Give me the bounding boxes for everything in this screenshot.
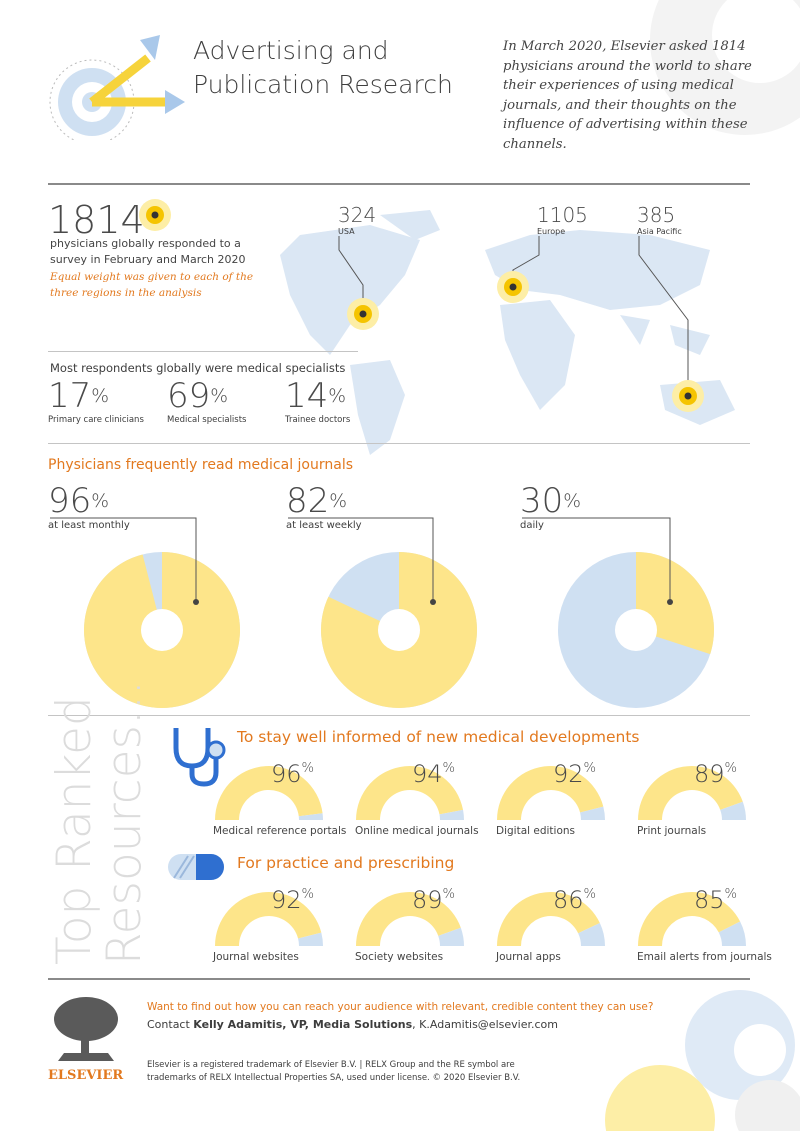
donut-leader-dot xyxy=(667,599,673,605)
region-count: 1105 xyxy=(537,203,588,227)
elsevier-wordmark: ELSEVIER xyxy=(48,1068,124,1083)
donut-leader-dot xyxy=(193,599,199,605)
gauge-value-arc-4 xyxy=(638,891,741,946)
region-name: Asia Pacific xyxy=(637,227,682,236)
gauge-value: 85% xyxy=(694,886,738,914)
donut-hole xyxy=(378,609,420,651)
divider xyxy=(48,715,750,716)
respondent-label: Medical specialists xyxy=(167,415,247,425)
gauge-remainder-arc-4 xyxy=(718,921,746,946)
gauge-label: Journal apps xyxy=(496,951,561,963)
survey-description: physicians globally responded to a surve… xyxy=(50,237,246,266)
gauge-label: Print journals xyxy=(637,825,707,837)
gauge-remainder-arc-1 xyxy=(298,813,323,820)
gauge-value-arc-3 xyxy=(497,766,604,820)
gauge-value-arc-4 xyxy=(638,766,743,820)
divider xyxy=(48,443,750,444)
divider xyxy=(48,978,750,980)
gauge-label: Email alerts from journals xyxy=(637,951,772,963)
page-title: Advertising and Publication Research xyxy=(193,36,453,99)
stethoscope-icon xyxy=(173,728,226,787)
gauge-value: 89% xyxy=(412,886,456,914)
region-count: 385 xyxy=(637,203,676,227)
world-map xyxy=(280,210,735,455)
donut-leader-dot xyxy=(430,599,436,605)
donut-leader-line xyxy=(288,517,434,602)
donut-hole xyxy=(615,609,657,651)
respondent-label: Primary care clinicians xyxy=(48,415,144,425)
gauge-label: Online medical journals xyxy=(355,825,479,837)
target-arrow-icon xyxy=(49,35,185,140)
survey-total: 1814 xyxy=(48,198,145,242)
pill-icon xyxy=(168,854,224,880)
contact-name: Kelly Adamitis, VP, Media Solutions xyxy=(193,1018,413,1031)
region-name: USA xyxy=(338,227,355,236)
divider xyxy=(48,351,358,352)
gauge-remainder-arc-2 xyxy=(438,927,464,946)
respondents-heading: Most respondents globally were medical s… xyxy=(50,361,346,375)
reading-heading: Physicians frequently read medical journ… xyxy=(48,457,354,473)
gauge-value-arc-1 xyxy=(215,766,323,820)
gauge-remainder-arc-1 xyxy=(298,932,323,946)
respondent-specialists: 69% Medical specialists xyxy=(167,376,247,425)
gauge-value: 94% xyxy=(412,760,456,788)
gauge-label: Medical reference portals xyxy=(213,825,347,837)
gauge-remainder-arc-4 xyxy=(720,801,746,820)
region-europe: 1105 Europe xyxy=(537,203,588,236)
reading-label-monthly: 96% at least monthly xyxy=(48,481,130,531)
gauge-value: 92% xyxy=(271,886,315,914)
respondent-trainees: 14% Trainee doctors xyxy=(285,376,351,425)
respondent-primary-care: 17% Primary care clinicians xyxy=(48,376,144,425)
elsevier-tree-logo xyxy=(54,997,118,1061)
gauge-value: 89% xyxy=(694,760,738,788)
region-pointers xyxy=(338,236,704,412)
region-usa: 324 USA xyxy=(338,203,376,236)
gauge-remainder-arc-3 xyxy=(578,923,605,946)
group1-heading: To stay well informed of new medical dev… xyxy=(237,728,640,746)
survey-note: Equal weight was given to each of the th… xyxy=(50,271,254,299)
divider xyxy=(48,183,750,185)
gauge-value: 96% xyxy=(271,760,315,788)
gauge-value-arc-2 xyxy=(356,766,464,820)
donut-leader-line xyxy=(50,517,197,602)
gauge-value-arc-2 xyxy=(356,892,461,946)
intro-text: In March 2020, Elsevier asked 1814 physi… xyxy=(503,39,752,152)
donut-leader-line xyxy=(522,517,671,602)
region-name: Europe xyxy=(537,227,566,236)
group2-heading: For practice and prescribing xyxy=(237,854,455,872)
footer-legal: Elsevier is a registered trademark of El… xyxy=(147,1060,521,1083)
resource-gauges-practice xyxy=(215,891,746,946)
location-dot-icon xyxy=(139,199,171,231)
gauge-value-arc-1 xyxy=(215,892,322,946)
gauge-label: Digital editions xyxy=(496,825,576,837)
gauge-label: Journal websites xyxy=(213,951,299,963)
contact-email[interactable]: K.Adamitis@elsevier.com xyxy=(419,1018,558,1031)
gauge-value: 92% xyxy=(553,760,597,788)
resource-gauges-informed xyxy=(215,766,746,820)
gauge-value-arc-3 xyxy=(497,892,600,946)
donut-hole xyxy=(141,609,183,651)
region-count: 324 xyxy=(338,203,377,227)
gauge-remainder-arc-3 xyxy=(580,806,605,820)
reading-donut-chart xyxy=(50,517,715,708)
footer-contact: Contact Kelly Adamitis, VP, Media Soluti… xyxy=(147,1018,558,1031)
gauge-remainder-arc-2 xyxy=(439,809,464,820)
gauge-label: Society websites xyxy=(355,951,444,963)
reading-label-daily: 30% daily xyxy=(520,481,582,531)
gauge-value: 86% xyxy=(553,886,597,914)
respondent-label: Trainee doctors xyxy=(285,415,351,425)
reading-label-weekly: 82% at least weekly xyxy=(286,481,362,531)
region-asia-pacific: 385 Asia Pacific xyxy=(637,203,682,236)
footer-cta: Want to find out how you can reach your … xyxy=(147,1001,654,1013)
